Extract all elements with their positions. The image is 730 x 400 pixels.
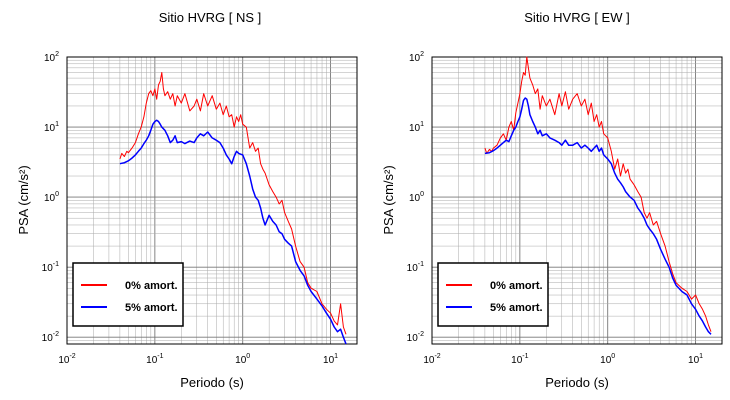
x-tick-label: 10-1 xyxy=(146,353,163,366)
y-tick-label: 10-1 xyxy=(42,261,59,274)
legend: 0% amort. 5% amort. xyxy=(437,262,549,327)
x-tick-label: 100 xyxy=(235,353,250,366)
series-line-damped xyxy=(119,119,347,345)
y-tick-label: 10-1 xyxy=(407,261,424,274)
chart-ew: Sitio HVRG [ EW ] 10-2 10-1 100 101 10-2 10-1… xyxy=(381,10,723,390)
y-axis-label: PSA (cm/s²) xyxy=(16,165,31,234)
legend: 0% amort. 5% amort. xyxy=(72,262,184,327)
y-tick-label: 100 xyxy=(409,191,424,204)
y-tick-label: 102 xyxy=(44,51,59,64)
x-tick-label: 10-1 xyxy=(511,353,528,366)
series-line-damped xyxy=(484,97,712,335)
tick-labels: 10-2 10-1 100 101 10-2 10-1 100 101 102 xyxy=(407,51,704,366)
series-line-undamped xyxy=(119,72,347,335)
plot-frame xyxy=(66,56,358,345)
y-tick-label: 102 xyxy=(409,51,424,64)
series-lines xyxy=(119,72,347,345)
y-tick-label: 10-2 xyxy=(42,331,59,344)
series-line-undamped xyxy=(484,56,712,332)
y-tick-label: 100 xyxy=(44,191,59,204)
legend-label: 0% amort. xyxy=(490,280,543,292)
y-tick-label: 101 xyxy=(44,121,59,134)
x-tick-label: 101 xyxy=(688,353,703,366)
legend-box xyxy=(72,262,184,327)
chart-ns: Sitio HVRG [ NS ] 10-2 10-1 100 101 10-2 10-1… xyxy=(16,10,358,390)
x-tick-label: 101 xyxy=(323,353,338,366)
x-tick-label: 100 xyxy=(600,353,615,366)
tick-labels: 10-2 10-1 100 101 10-2 10-1 100 101 102 xyxy=(42,51,339,366)
series-lines xyxy=(484,56,712,335)
legend-label: 5% amort. xyxy=(125,302,178,314)
x-axis-label: Periodo (s) xyxy=(545,375,609,390)
y-tick-label: 101 xyxy=(409,121,424,134)
y-tick-label: 10-2 xyxy=(407,331,424,344)
legend-label: 0% amort. xyxy=(125,280,178,292)
x-tick-label: 10-2 xyxy=(423,353,440,366)
plot-frame xyxy=(431,56,723,345)
chart-title: Sitio HVRG [ NS ] xyxy=(159,10,262,25)
legend-label: 5% amort. xyxy=(490,302,543,314)
grid xyxy=(66,56,358,345)
y-axis-label: PSA (cm/s²) xyxy=(381,165,396,234)
x-tick-label: 10-2 xyxy=(58,353,75,366)
x-axis-label: Periodo (s) xyxy=(180,375,244,390)
chart-title: Sitio HVRG [ EW ] xyxy=(524,10,629,25)
legend-box xyxy=(437,262,549,327)
